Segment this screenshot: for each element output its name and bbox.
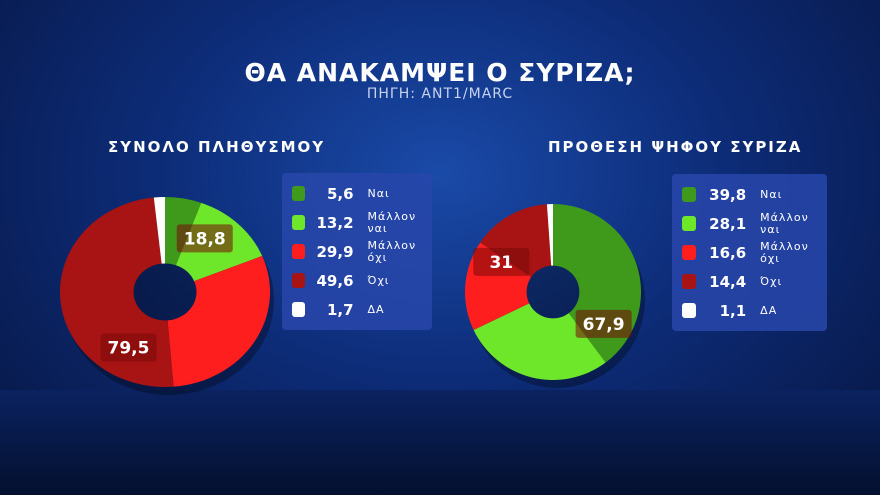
legend-swatch bbox=[682, 187, 696, 202]
legend-label: Ναι bbox=[760, 187, 783, 201]
legend-item: 5,6 Ναι bbox=[292, 179, 422, 208]
legend-item: 29,9 Μάλλον όχι bbox=[292, 237, 422, 266]
legend-label: Ναι bbox=[367, 186, 390, 200]
source-label: ΠΗΓΗ: ANT1/MARC bbox=[366, 86, 514, 102]
legend-item: 1,1 ΔΑ bbox=[682, 296, 817, 325]
legend-swatch bbox=[292, 215, 306, 230]
page-title: ΘΑ ΑΝΑΚΑΜΨΕΙ Ο ΣΥΡΙΖΑ; bbox=[244, 58, 636, 87]
legend-value: 13,2 bbox=[316, 213, 354, 232]
legend-label: ΔΑ bbox=[760, 303, 778, 317]
legend-item: 13,2 Μάλλον ναι bbox=[292, 208, 422, 237]
legend-value: 28,1 bbox=[709, 214, 747, 233]
pie-slice-2 bbox=[167, 255, 270, 387]
legend-value: 5,6 bbox=[326, 184, 354, 203]
pie-slice-3 bbox=[480, 204, 552, 278]
legend-label: Μάλλον όχι bbox=[367, 238, 417, 264]
legend-item: 49,6 Όχι bbox=[292, 266, 422, 295]
legend-label: Μάλλον όχι bbox=[760, 239, 809, 265]
data-label-bg bbox=[473, 247, 530, 276]
legend-value: 49,6 bbox=[316, 271, 354, 290]
legend-label: Μάλλον ναι bbox=[760, 210, 809, 236]
legend-swatch bbox=[682, 245, 696, 260]
legend-swatch bbox=[682, 274, 696, 289]
data-label-bg bbox=[575, 309, 632, 338]
floor bbox=[0, 390, 880, 495]
legend-label: Μάλλον ναι bbox=[367, 209, 417, 235]
legend-swatch bbox=[682, 303, 696, 318]
legend-value: 39,8 bbox=[709, 185, 747, 204]
legend-swatch bbox=[682, 216, 696, 231]
data-label: 18,8 bbox=[184, 229, 226, 249]
legend-2: 39,8 Ναι 28,1 Μάλλον ναι 16,6 Μάλλον όχι 14,4 Ό… bbox=[672, 174, 827, 331]
data-label-bg bbox=[100, 333, 157, 362]
data-label: 31 bbox=[489, 253, 513, 273]
legend-item: 1,7 ΔΑ bbox=[292, 295, 422, 324]
data-label: 67,9 bbox=[583, 315, 625, 335]
pie-slice-1 bbox=[473, 303, 606, 381]
legend-item: 39,8 Ναι bbox=[682, 180, 817, 209]
legend-1: 5,6 Ναι 13,2 Μάλλον ναι 29,9 Μάλλον όχι 49,6 Όχ… bbox=[282, 173, 432, 330]
legend-item: 16,6 Μάλλον όχι bbox=[682, 238, 817, 267]
pie-slice-4 bbox=[546, 204, 553, 266]
legend-label: Όχι bbox=[367, 273, 390, 287]
chart-title-1: ΣΥΝΟΛΟ ΠΛΗΘΥΣΜΟΥ bbox=[108, 138, 326, 156]
legend-swatch bbox=[292, 302, 306, 317]
legend-value: 14,4 bbox=[709, 272, 747, 291]
chart-title-2: ΠΡΟΘΕΣΗ ΨΗΦΟΥ ΣΥΡΙΖΑ bbox=[548, 138, 803, 156]
legend-swatch bbox=[292, 273, 306, 288]
legend-value: 1,7 bbox=[326, 300, 354, 319]
legend-value: 29,9 bbox=[316, 242, 354, 261]
pie-slice-4 bbox=[153, 197, 165, 264]
legend-item: 28,1 Μάλλον ναι bbox=[682, 209, 817, 238]
data-label: 79,5 bbox=[107, 339, 149, 359]
legend-swatch bbox=[292, 186, 306, 201]
legend-value: 16,6 bbox=[709, 243, 747, 262]
data-label-bg bbox=[176, 224, 233, 253]
legend-item: 14,4 Όχι bbox=[682, 267, 817, 296]
legend-value: 1,1 bbox=[719, 301, 747, 320]
legend-label: ΔΑ bbox=[367, 302, 385, 316]
legend-label: Όχι bbox=[760, 274, 783, 288]
legend-swatch bbox=[292, 244, 306, 259]
